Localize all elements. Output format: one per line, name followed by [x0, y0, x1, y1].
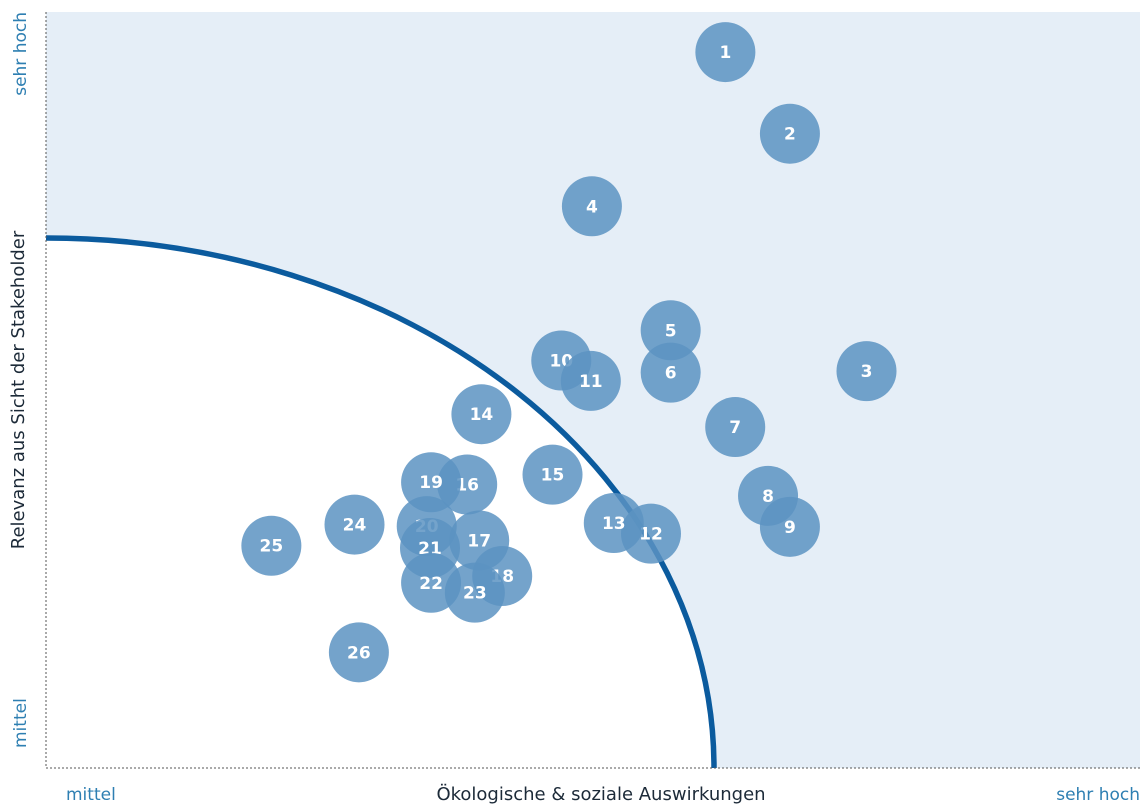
data-points: 1234567891011121314151617181920212223242…	[241, 22, 897, 683]
bubble-5	[640, 300, 701, 361]
bubble-label-24: 24	[343, 516, 367, 536]
data-point-11: 11	[560, 350, 621, 411]
bubble-23	[444, 562, 505, 623]
bubble-label-6: 6	[665, 364, 677, 384]
y-axis-title: Relevanz aus Sicht der Stakeholder	[8, 230, 29, 549]
bubble-label-15: 15	[541, 466, 565, 486]
bubble-26	[328, 622, 389, 683]
bubble-9	[759, 496, 820, 557]
y-tick-label-low: mittel	[11, 698, 31, 748]
bubble-label-2: 2	[784, 125, 796, 145]
bubble-label-17: 17	[467, 531, 491, 551]
bubble-11	[560, 350, 621, 411]
data-point-4: 4	[561, 176, 622, 237]
bubble-25	[241, 515, 302, 576]
bubble-label-12: 12	[639, 525, 663, 545]
data-point-9: 9	[759, 496, 820, 557]
bubble-2	[759, 103, 820, 164]
bubble-label-5: 5	[665, 321, 677, 341]
data-point-26: 26	[328, 622, 389, 683]
materiality-threshold-curve	[46, 238, 714, 768]
data-point-7: 7	[705, 397, 766, 458]
materiality-threshold-line	[45, 235, 717, 769]
data-point-1: 1	[695, 22, 756, 83]
bubble-label-7: 7	[729, 418, 741, 438]
bubble-label-1: 1	[719, 43, 731, 63]
data-point-24: 24	[324, 494, 385, 555]
bubble-label-8: 8	[762, 487, 774, 507]
data-point-14: 14	[451, 384, 512, 445]
bubble-13	[583, 493, 644, 554]
bubble-3	[836, 341, 897, 402]
x-tick-label-low: mittel	[66, 785, 116, 805]
bubble-19	[401, 452, 462, 513]
bubble-label-26: 26	[347, 643, 371, 663]
bubble-label-14: 14	[470, 405, 494, 425]
bubble-label-16: 16	[455, 476, 479, 496]
bubble-7	[705, 397, 766, 458]
bubble-15	[522, 444, 583, 505]
data-point-13: 13	[583, 493, 644, 554]
bubble-label-3: 3	[861, 362, 873, 382]
bubble-label-11: 11	[579, 372, 603, 392]
bubble-4	[561, 176, 622, 237]
bubble-label-19: 19	[419, 473, 443, 493]
bubble-label-9: 9	[784, 518, 796, 538]
data-point-15: 15	[522, 444, 583, 505]
bubble-label-22: 22	[419, 574, 443, 594]
data-point-3: 3	[836, 341, 897, 402]
data-point-2: 2	[759, 103, 820, 164]
data-point-6: 6	[640, 342, 701, 403]
bubble-6	[640, 342, 701, 403]
y-tick-label-high: sehr hoch	[11, 12, 31, 96]
x-tick-label-high: sehr hoch	[1056, 785, 1140, 805]
bubble-1	[695, 22, 756, 83]
data-point-23: 23	[444, 562, 505, 623]
bubble-14	[451, 384, 512, 445]
bubble-label-13: 13	[602, 514, 626, 534]
data-point-19: 19	[401, 452, 462, 513]
x-axis-title: Ökologische & soziale Auswirkungen	[436, 783, 765, 805]
data-point-5: 5	[640, 300, 701, 361]
bubble-24	[324, 494, 385, 555]
bubble-label-4: 4	[586, 197, 598, 217]
bubble-label-25: 25	[260, 537, 284, 557]
bubble-label-23: 23	[463, 584, 487, 604]
data-point-25: 25	[241, 515, 302, 576]
